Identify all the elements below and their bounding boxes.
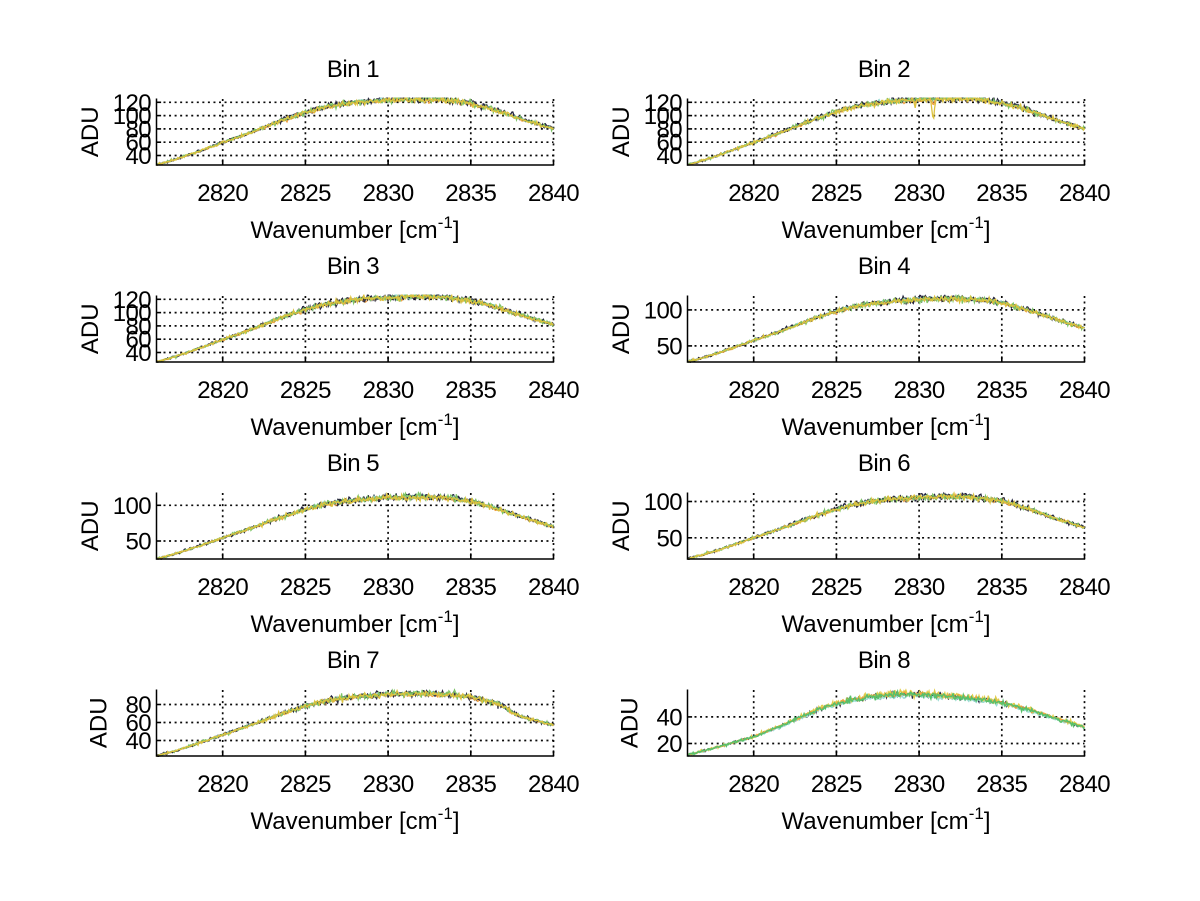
svg-text:ADU: ADU (608, 500, 635, 551)
svg-text:Bin 8: Bin 8 (858, 647, 910, 674)
svg-text:20: 20 (657, 731, 683, 758)
svg-text:100: 100 (113, 300, 151, 327)
svg-text:2820: 2820 (728, 377, 779, 404)
svg-text:2835: 2835 (976, 771, 1027, 798)
svg-text:50: 50 (657, 333, 683, 360)
svg-text:2840: 2840 (528, 180, 579, 207)
svg-text:80: 80 (657, 116, 683, 143)
svg-text:100: 100 (113, 493, 151, 520)
svg-text:2825: 2825 (811, 377, 862, 404)
svg-text:Bin 2: Bin 2 (858, 56, 910, 83)
svg-text:2825: 2825 (280, 377, 331, 404)
svg-text:2840: 2840 (1059, 377, 1110, 404)
svg-text:80: 80 (126, 692, 152, 719)
svg-text:2840: 2840 (1059, 574, 1110, 601)
svg-text:2820: 2820 (728, 574, 779, 601)
svg-text:2835: 2835 (976, 574, 1027, 601)
svg-text:2830: 2830 (894, 180, 945, 207)
svg-text:Wavenumber [cm-1]: Wavenumber [cm-1] (782, 213, 991, 244)
svg-text:2835: 2835 (445, 574, 496, 601)
svg-text:Wavenumber [cm-1]: Wavenumber [cm-1] (251, 213, 460, 244)
svg-text:Bin 1: Bin 1 (327, 56, 379, 83)
svg-text:ADU: ADU (86, 697, 113, 748)
svg-text:ADU: ADU (77, 500, 104, 551)
svg-text:40: 40 (126, 340, 152, 367)
svg-text:2830: 2830 (894, 377, 945, 404)
svg-text:2840: 2840 (1059, 771, 1110, 798)
svg-text:2825: 2825 (811, 180, 862, 207)
svg-text:2825: 2825 (811, 771, 862, 798)
svg-text:2830: 2830 (894, 574, 945, 601)
svg-text:50: 50 (126, 529, 152, 556)
svg-text:50: 50 (657, 525, 683, 552)
svg-text:2825: 2825 (280, 180, 331, 207)
svg-text:Wavenumber [cm-1]: Wavenumber [cm-1] (251, 410, 460, 441)
svg-text:120: 120 (113, 287, 151, 314)
svg-text:100: 100 (644, 297, 682, 324)
svg-text:2820: 2820 (197, 574, 248, 601)
svg-text:ADU: ADU (617, 697, 644, 748)
svg-text:60: 60 (126, 130, 152, 157)
svg-text:2835: 2835 (445, 771, 496, 798)
svg-text:2835: 2835 (445, 377, 496, 404)
svg-text:2820: 2820 (197, 377, 248, 404)
svg-text:2825: 2825 (280, 574, 331, 601)
svg-text:2830: 2830 (363, 180, 414, 207)
svg-text:Bin 6: Bin 6 (858, 450, 910, 477)
svg-text:2825: 2825 (280, 771, 331, 798)
svg-text:2840: 2840 (1059, 180, 1110, 207)
svg-text:2830: 2830 (363, 574, 414, 601)
svg-text:ADU: ADU (608, 303, 635, 354)
svg-text:60: 60 (126, 710, 152, 737)
svg-text:40: 40 (126, 728, 152, 755)
svg-text:2820: 2820 (197, 771, 248, 798)
svg-text:80: 80 (126, 313, 152, 340)
svg-text:40: 40 (657, 704, 683, 731)
svg-text:2835: 2835 (976, 180, 1027, 207)
svg-text:40: 40 (126, 143, 152, 170)
svg-text:2840: 2840 (528, 377, 579, 404)
svg-text:80: 80 (126, 116, 152, 143)
svg-text:Wavenumber [cm-1]: Wavenumber [cm-1] (782, 804, 991, 835)
svg-text:2835: 2835 (976, 377, 1027, 404)
svg-text:2835: 2835 (445, 180, 496, 207)
svg-text:2820: 2820 (728, 771, 779, 798)
svg-text:60: 60 (657, 130, 683, 157)
svg-text:2825: 2825 (811, 574, 862, 601)
svg-text:60: 60 (126, 327, 152, 354)
svg-text:120: 120 (644, 90, 682, 117)
svg-text:Wavenumber [cm-1]: Wavenumber [cm-1] (782, 607, 991, 638)
svg-text:100: 100 (113, 103, 151, 130)
svg-text:Bin 3: Bin 3 (327, 253, 379, 280)
svg-text:Bin 5: Bin 5 (327, 450, 379, 477)
svg-text:Wavenumber [cm-1]: Wavenumber [cm-1] (251, 607, 460, 638)
svg-text:2840: 2840 (528, 574, 579, 601)
svg-text:2830: 2830 (363, 771, 414, 798)
svg-text:2830: 2830 (894, 771, 945, 798)
svg-text:ADU: ADU (77, 303, 104, 354)
svg-text:2820: 2820 (728, 180, 779, 207)
svg-text:2820: 2820 (197, 180, 248, 207)
svg-text:Bin 4: Bin 4 (858, 253, 910, 280)
svg-text:40: 40 (657, 143, 683, 170)
svg-text:120: 120 (113, 90, 151, 117)
svg-text:Wavenumber [cm-1]: Wavenumber [cm-1] (782, 410, 991, 441)
svg-text:2830: 2830 (363, 377, 414, 404)
svg-text:Bin 7: Bin 7 (327, 647, 379, 674)
svg-text:100: 100 (644, 489, 682, 516)
svg-text:Wavenumber [cm-1]: Wavenumber [cm-1] (251, 804, 460, 835)
svg-text:ADU: ADU (608, 106, 635, 157)
svg-text:ADU: ADU (77, 106, 104, 157)
svg-text:2840: 2840 (528, 771, 579, 798)
svg-text:100: 100 (644, 103, 682, 130)
